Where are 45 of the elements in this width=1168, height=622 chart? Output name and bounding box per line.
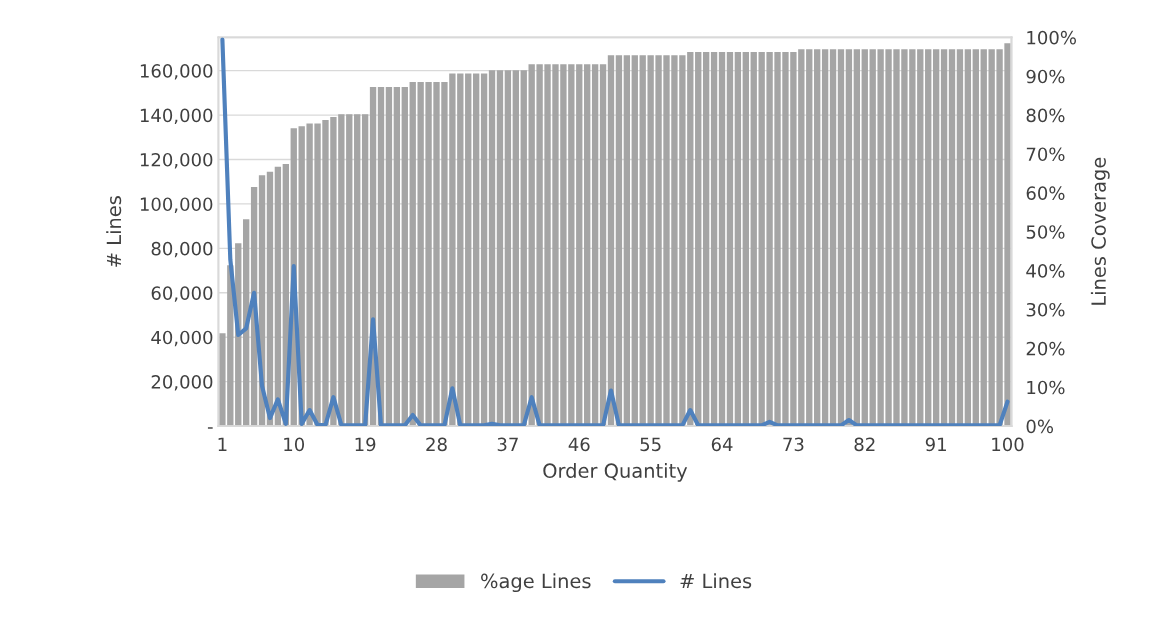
bar [599, 64, 607, 427]
bar [520, 70, 527, 427]
y-tick-label: 40,000 [151, 330, 213, 347]
y-tick-label: 80,000 [151, 241, 213, 258]
y-tick-label: 20,000 [151, 375, 213, 391]
y2-tick-label: 100% [1027, 30, 1076, 45]
x-tick-label: 100 [992, 437, 1024, 452]
y2-tick-label: 0% [1026, 419, 1054, 434]
y-tick-label: 60,000 [151, 286, 213, 302]
y2-tick-label: 60% [1026, 186, 1065, 200]
x-tick-label: 10 [284, 437, 305, 452]
y-tick-label: - [207, 427, 213, 429]
x-tick-label: 1 [218, 437, 227, 451]
y-tick-label: 120,000 [140, 152, 213, 169]
bar [615, 55, 623, 427]
legend-label: # Lines [680, 573, 752, 589]
y2-tick-label: 40% [1026, 264, 1065, 278]
line-series [220, 37, 1010, 427]
y2-axis-title: Lines Coverage [1090, 157, 1110, 305]
x-tick-label: 73 [783, 437, 804, 452]
x-tick-label: 28 [426, 437, 447, 452]
x-tick-label: 82 [854, 437, 875, 452]
x-tick-label: 64 [711, 437, 733, 452]
x-tick-label: 55 [640, 437, 661, 452]
y-tick-label: 160,000 [140, 64, 213, 80]
y2-tick-label: 70% [1026, 147, 1065, 162]
y2-tick-label: 20% [1026, 341, 1065, 356]
bar [845, 49, 853, 427]
y2-tick-label: 30% [1026, 302, 1065, 317]
y2-tick-label: 50% [1026, 225, 1065, 239]
bar [266, 171, 274, 427]
y-tick-label: 100,000 [140, 197, 213, 213]
bar [607, 55, 615, 427]
y-axis-title: # Lines [106, 196, 122, 267]
x-tick-label: 91 [925, 437, 946, 452]
x-tick-label: 19 [355, 437, 376, 452]
x-tick-label: 37 [497, 437, 518, 452]
legend-label: %age Lines [481, 573, 591, 593]
y2-tick-label: 90% [1026, 69, 1065, 84]
y2-tick-label: 80% [1026, 108, 1065, 123]
y-tick-label: 140,000 [140, 108, 213, 125]
bar [274, 166, 282, 427]
x-axis-title: Order Quantity [543, 462, 688, 482]
x-tick-label: 46 [568, 437, 590, 452]
y2-tick-label: 10% [1027, 380, 1065, 395]
